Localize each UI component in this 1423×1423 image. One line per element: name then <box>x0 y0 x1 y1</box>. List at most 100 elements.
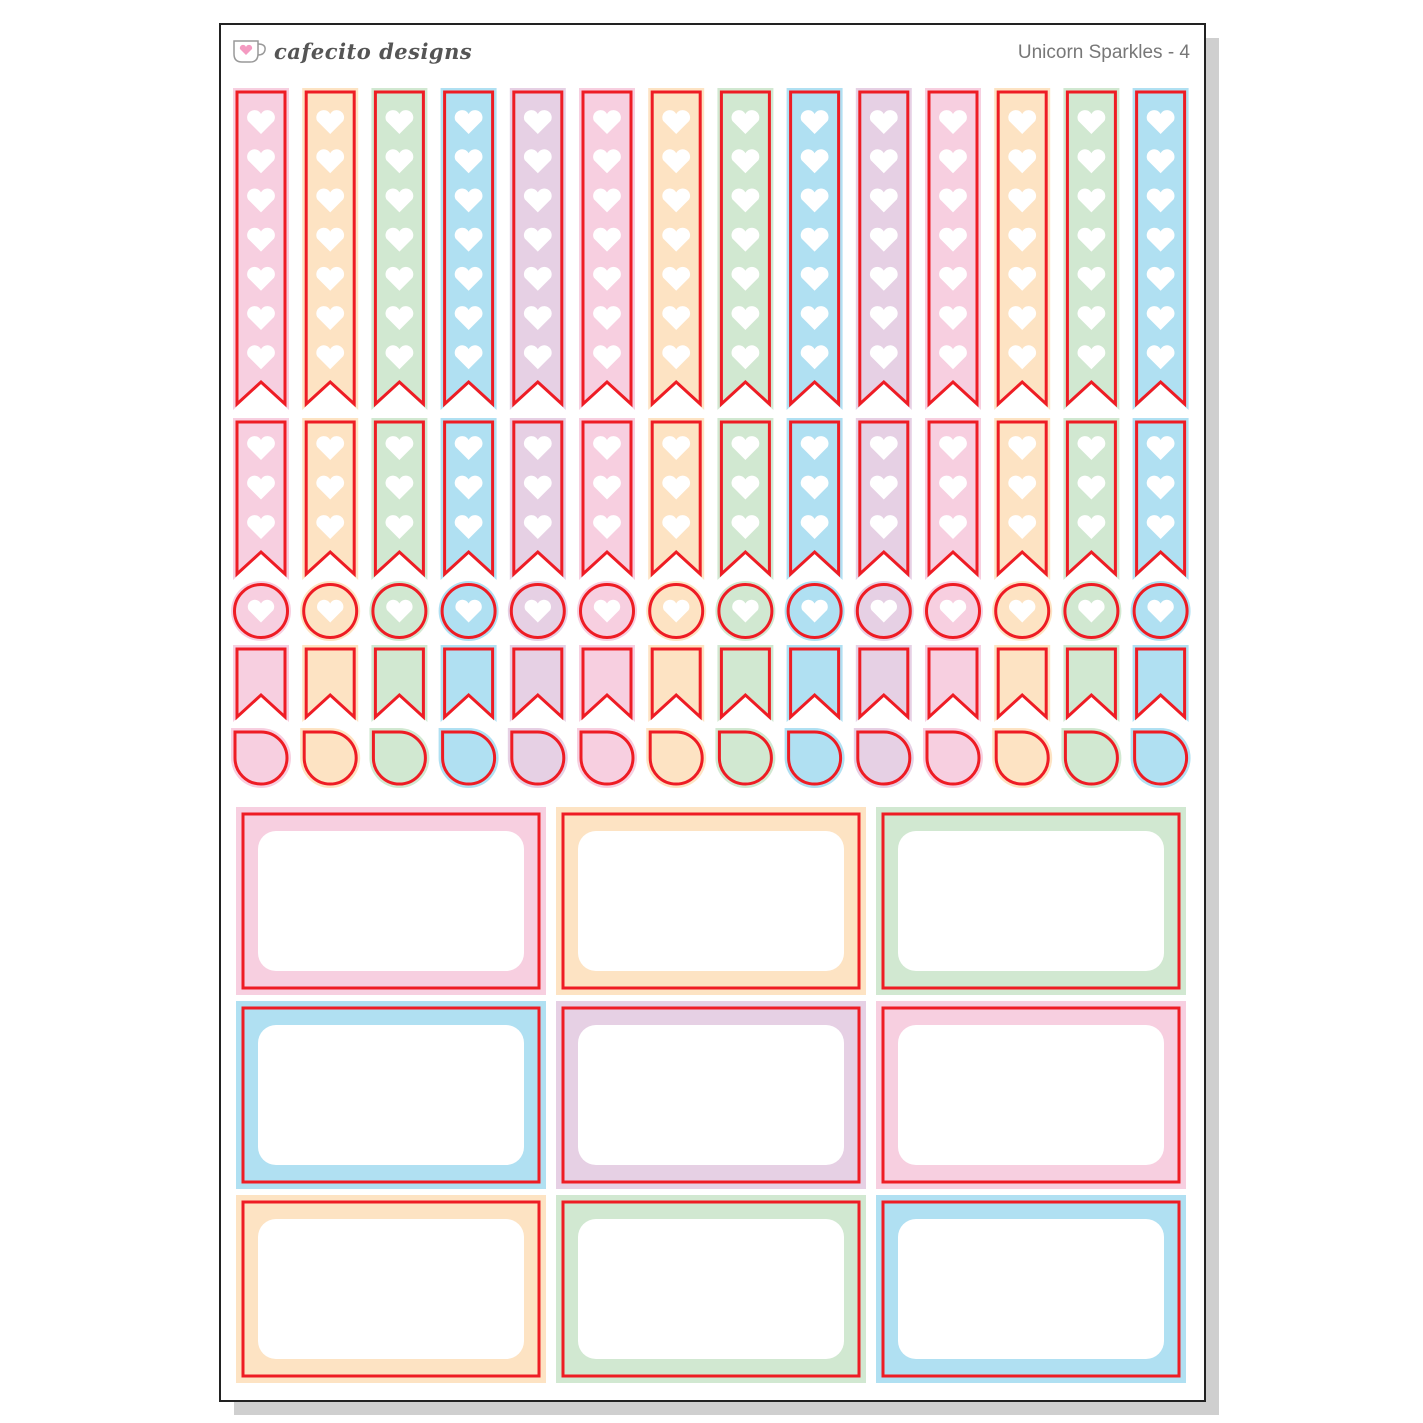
small-flag-sticker[interactable] <box>509 645 566 722</box>
label-box-sticker[interactable] <box>556 807 866 995</box>
small-flag-sticker[interactable] <box>1132 645 1189 722</box>
small-flag-sticker[interactable] <box>371 645 428 722</box>
tall-heart-flag-sticker[interactable] <box>855 88 912 410</box>
heart-icon <box>1008 345 1037 370</box>
drop-sticker[interactable] <box>438 728 499 789</box>
heart-icon <box>662 345 691 370</box>
drop-sticker[interactable] <box>715 728 776 789</box>
heart-circle-sticker[interactable] <box>577 581 637 641</box>
tall-heart-flag-sticker[interactable] <box>579 88 635 410</box>
medium-heart-flag-sticker[interactable] <box>440 418 497 580</box>
writing-area <box>578 1219 844 1359</box>
tall-heart-flag-sticker[interactable] <box>648 88 705 410</box>
tall-heart-flag-sticker[interactable] <box>994 88 1051 410</box>
drop-sticker[interactable] <box>369 728 430 789</box>
tall-heart-flag-sticker[interactable] <box>1132 88 1189 410</box>
heart-circle-sticker[interactable] <box>507 581 568 641</box>
small-flag-sticker[interactable] <box>440 645 497 722</box>
small-flag-sticker[interactable] <box>855 645 912 722</box>
medium-heart-flag-sticker[interactable] <box>509 418 566 580</box>
heart-circle-sticker[interactable] <box>300 581 361 641</box>
heart-icon <box>1077 515 1106 539</box>
label-box-sticker[interactable] <box>876 807 1186 995</box>
medium-heart-flag-sticker[interactable] <box>648 418 705 580</box>
small-flag-sticker[interactable] <box>994 645 1051 722</box>
label-box-sticker[interactable] <box>556 1195 866 1383</box>
heart-icon <box>316 188 345 213</box>
heart-icon <box>385 475 414 500</box>
heart-circle-sticker[interactable] <box>231 581 291 641</box>
drop-sticker[interactable] <box>1061 728 1122 789</box>
small-flag-sticker[interactable] <box>1063 645 1120 722</box>
medium-heart-flag-sticker[interactable] <box>579 418 635 580</box>
label-box-sticker[interactable] <box>236 1195 546 1383</box>
drop-sticker[interactable] <box>507 728 568 789</box>
small-flag-sticker[interactable] <box>233 645 289 722</box>
small-flag-sticker[interactable] <box>302 645 359 722</box>
medium-heart-flag-sticker[interactable] <box>371 418 428 580</box>
drop-sticker[interactable] <box>853 728 914 789</box>
label-box-sticker[interactable] <box>236 807 546 995</box>
small-flag-sticker[interactable] <box>648 645 705 722</box>
drop-sticker[interactable] <box>992 728 1053 789</box>
medium-heart-flag-sticker[interactable] <box>233 418 289 580</box>
heart-circle-sticker[interactable] <box>369 581 430 641</box>
medium-heart-flag-sticker[interactable] <box>855 418 912 580</box>
small-flag-sticker[interactable] <box>925 645 981 722</box>
tall-heart-flag-sticker[interactable] <box>233 88 289 410</box>
tall-heart-flag-sticker[interactable] <box>302 88 359 410</box>
heart-icon <box>731 188 760 213</box>
heart-icon <box>523 110 552 134</box>
heart-icon <box>1146 475 1175 500</box>
heart-circle-sticker[interactable] <box>992 581 1053 641</box>
tall-heart-flag-sticker[interactable] <box>786 88 843 410</box>
heart-circle-sticker[interactable] <box>1130 581 1191 641</box>
heart-icon <box>454 149 483 174</box>
label-box-sticker[interactable] <box>876 1195 1186 1383</box>
heart-circle-sticker[interactable] <box>923 581 983 641</box>
tall-heart-flag-sticker[interactable] <box>1063 88 1120 410</box>
heart-icon <box>316 266 345 291</box>
medium-heart-flag-sticker[interactable] <box>302 418 359 580</box>
heart-icon <box>454 188 483 213</box>
heart-icon <box>870 599 897 623</box>
heart-circle-sticker[interactable] <box>784 581 845 641</box>
drop-sticker[interactable] <box>577 728 637 788</box>
heart-circle-sticker[interactable] <box>853 581 914 641</box>
heart-icon <box>247 436 275 460</box>
drop-sticker[interactable] <box>784 728 845 789</box>
label-box-sticker[interactable] <box>556 1001 866 1189</box>
heart-icon <box>939 515 967 539</box>
drop-sticker[interactable] <box>923 728 983 788</box>
tall-heart-flag-sticker[interactable] <box>717 88 774 410</box>
small-flag-sticker[interactable] <box>717 645 774 722</box>
tall-heart-flag-sticker[interactable] <box>371 88 428 410</box>
brand-name: cafecito designs <box>274 38 473 64</box>
heart-circle-sticker[interactable] <box>715 581 776 641</box>
drop-sticker[interactable] <box>646 728 707 789</box>
tall-heart-flag-sticker[interactable] <box>440 88 497 410</box>
heart-icon <box>454 345 483 370</box>
heart-icon <box>1146 227 1175 252</box>
medium-heart-flag-sticker[interactable] <box>1132 418 1189 580</box>
drop-sticker[interactable] <box>231 728 291 788</box>
small-flag-sticker[interactable] <box>579 645 635 722</box>
medium-heart-flag-sticker[interactable] <box>717 418 774 580</box>
tall-heart-flag-sticker[interactable] <box>509 88 566 410</box>
tall-heart-flag-sticker[interactable] <box>925 88 981 410</box>
heart-icon <box>593 110 621 134</box>
heart-icon <box>316 345 345 370</box>
medium-heart-flag-sticker[interactable] <box>925 418 981 580</box>
drop-sticker[interactable] <box>300 728 361 789</box>
heart-circle-sticker[interactable] <box>646 581 707 641</box>
label-box-sticker[interactable] <box>876 1001 1186 1189</box>
heart-icon <box>593 149 621 174</box>
medium-heart-flag-sticker[interactable] <box>1063 418 1120 580</box>
medium-heart-flag-sticker[interactable] <box>994 418 1051 580</box>
drop-sticker[interactable] <box>1130 728 1191 789</box>
medium-heart-flag-sticker[interactable] <box>786 418 843 580</box>
heart-circle-sticker[interactable] <box>1061 581 1122 641</box>
heart-circle-sticker[interactable] <box>438 581 499 641</box>
label-box-sticker[interactable] <box>236 1001 546 1189</box>
small-flag-sticker[interactable] <box>786 645 843 722</box>
